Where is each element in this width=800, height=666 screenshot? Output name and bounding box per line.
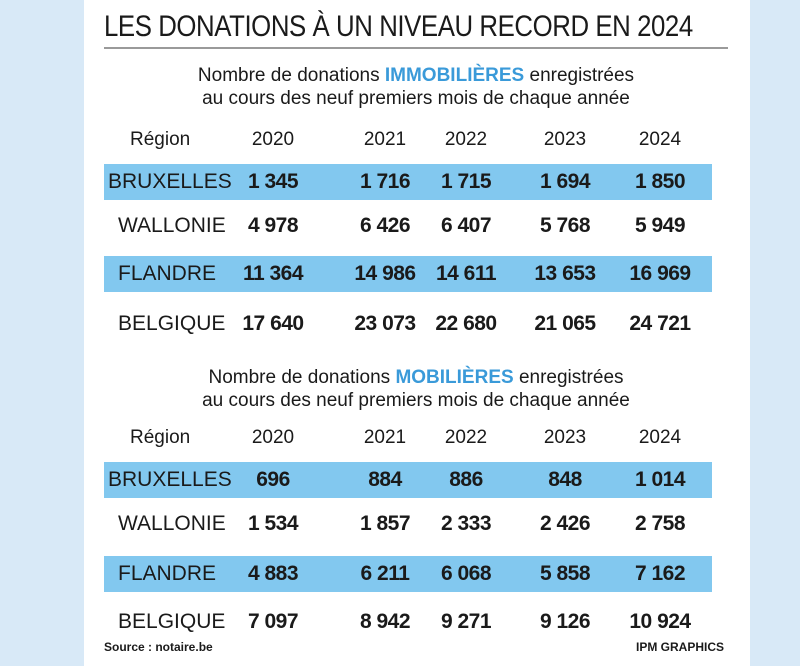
source-note: Source : notaire.be [104,640,213,654]
subtitle-text-line2: au cours des neuf premiers mois de chaqu… [202,390,630,411]
table-cell-value: 2 426 [539,512,591,535]
table-cell-value: 1 716 [359,170,411,193]
column-header-region: Région [130,129,191,150]
subtitle-accent: IMMOBILIÈRES [384,65,525,86]
region-label: WALLONIE [118,214,226,237]
column-header-year: 2020 [251,427,295,448]
table-cell-value: 14 611 [435,262,497,285]
table-row: FLANDRE 11 364 14 986 14 611 13 653 16 969 [104,256,712,292]
subtitle-text: Nombre de donations [197,65,385,86]
table-row: BRUXELLES 696 884 886 848 1 014 [104,462,712,498]
table-cell-value: 1 534 [247,512,299,535]
table-cell-value: 17 640 [242,312,304,335]
table-cell-value: 5 858 [539,562,591,585]
table-cell-value: 5 949 [634,214,686,237]
table-cell-value: 1 857 [359,512,411,535]
table-cell-value: 9 126 [539,610,591,633]
table-cell-value: 6 426 [359,214,411,237]
column-header-year: 2021 [363,427,407,448]
table-cell-value: 24 721 [629,312,691,335]
table-cell-value: 5 768 [539,214,591,237]
table-cell-value: 1 345 [247,170,299,193]
table-cell-value: 11 364 [242,262,304,285]
table-cell-value: 10 924 [629,610,691,633]
region-label: BRUXELLES [108,468,232,491]
table-cell-value: 9 271 [440,610,492,633]
table-cell-value: 14 986 [354,262,416,285]
table-row: BELGIQUE 17 640 23 073 22 680 21 065 24 721 [104,306,712,342]
subtitle-text: Nombre de donations [208,367,396,388]
table-cell-value: 696 [256,468,290,491]
infographic-panel [84,0,750,666]
table-subtitle: Nombre de donations MOBILIÈRES enregistr… [104,366,728,412]
column-header-region: Région [130,427,191,448]
table-row: BELGIQUE 7 097 8 942 9 271 9 126 10 924 [104,604,712,640]
graphics-credit: IPM GRAPHICS [636,640,725,654]
table-header-row: Région 2020 2021 2022 2023 2024 [104,420,712,456]
table-cell-value: 1 694 [539,170,591,193]
table-cell-value: 6 211 [360,562,410,585]
table-cell-value: 886 [449,468,483,491]
table-cell-value: 2 333 [440,512,492,535]
region-label: BELGIQUE [118,312,226,335]
table-cell-value: 8 942 [359,610,411,633]
table-header-row: Région 2020 2021 2022 2023 2024 [104,122,712,158]
column-header-year: 2022 [444,129,488,150]
table-cell-value: 23 073 [354,312,416,335]
infographic-title: LES DONATIONS À UN NIVEAU RECORD EN 2024 [104,10,693,43]
table-cell-value: 2 758 [634,512,686,535]
region-label: FLANDRE [118,262,217,285]
table-cell-value: 21 065 [534,312,596,335]
region-label: BRUXELLES [108,170,232,193]
column-header-year: 2020 [251,129,295,150]
table-cell-value: 4 883 [247,562,299,585]
column-header-year: 2021 [363,129,407,150]
subtitle-text-line2: au cours des neuf premiers mois de chaqu… [202,88,630,109]
column-header-year: 2023 [543,427,587,448]
subtitle-text: enregistrées [524,65,635,86]
table-row: BRUXELLES 1 345 1 716 1 715 1 694 1 850 [104,164,712,200]
table-cell-value: 4 978 [247,214,299,237]
table-cell-value: 6 068 [440,562,492,585]
region-label: FLANDRE [118,562,217,585]
subtitle-accent: MOBILIÈRES [395,367,514,388]
table-cell-value: 1 014 [634,468,686,491]
column-header-year: 2024 [638,129,682,150]
table-cell-value: 7 097 [247,610,299,633]
region-label: BELGIQUE [118,610,226,633]
table-row: FLANDRE 4 883 6 211 6 068 5 858 7 162 [104,556,712,592]
table-subtitle: Nombre de donations IMMOBILIÈRES enregis… [104,64,728,110]
table-cell-value: 13 653 [534,262,596,285]
table-cell-value: 1 715 [440,170,492,193]
table-cell-value: 1 850 [634,170,686,193]
table-row: WALLONIE 4 978 6 426 6 407 5 768 5 949 [104,208,712,244]
table-cell-value: 16 969 [629,262,691,285]
column-header-year: 2024 [638,427,682,448]
column-header-year: 2023 [543,129,587,150]
table-cell-value: 6 407 [440,214,492,237]
table-row: WALLONIE 1 534 1 857 2 333 2 426 2 758 [104,506,712,542]
table-cell-value: 848 [548,468,582,491]
column-header-year: 2022 [444,427,488,448]
title-divider [104,47,728,49]
subtitle-text: enregistrées [513,367,624,388]
region-label: WALLONIE [118,512,226,535]
table-cell-value: 7 162 [634,562,686,585]
table-cell-value: 22 680 [435,312,497,335]
table-cell-value: 884 [368,468,402,491]
